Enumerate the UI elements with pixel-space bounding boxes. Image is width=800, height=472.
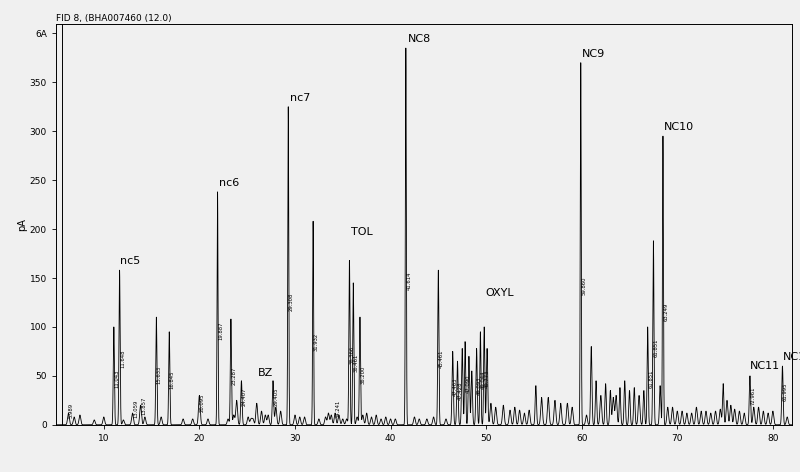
Text: 34.241: 34.241 — [335, 400, 341, 418]
Text: 61.851: 61.851 — [654, 339, 659, 357]
Text: NC11: NC11 — [750, 361, 780, 371]
Text: 61.995: 61.995 — [783, 383, 788, 401]
Text: 36.200: 36.200 — [361, 366, 366, 384]
Text: TOL: TOL — [351, 227, 373, 237]
Text: 41.614: 41.614 — [406, 271, 411, 290]
Text: nc7: nc7 — [290, 93, 310, 103]
Text: 20.095: 20.095 — [200, 393, 205, 412]
Text: 31.932: 31.932 — [314, 332, 318, 351]
Text: 72.961: 72.961 — [750, 386, 755, 405]
Y-axis label: pA: pA — [17, 218, 27, 231]
Text: NC9: NC9 — [582, 49, 605, 59]
Text: 11.648: 11.648 — [120, 349, 125, 368]
Text: 29.405: 29.405 — [274, 388, 278, 406]
Text: 13.059: 13.059 — [133, 400, 138, 418]
Text: NC10: NC10 — [664, 122, 694, 132]
Text: 47.090: 47.090 — [466, 374, 470, 393]
Text: nc5: nc5 — [120, 256, 140, 266]
Text: 15.633: 15.633 — [157, 366, 162, 384]
Text: 61.851: 61.851 — [648, 369, 653, 388]
Text: 47.463: 47.463 — [453, 378, 458, 396]
Text: 29.308: 29.308 — [289, 292, 294, 311]
Text: 36.461: 36.461 — [354, 354, 358, 372]
Text: 16.845: 16.845 — [170, 371, 174, 389]
Text: nc6: nc6 — [219, 178, 240, 188]
Text: FID 8, (BHA007460 (12.0): FID 8, (BHA007460 (12.0) — [56, 14, 172, 23]
Text: 45.461: 45.461 — [439, 349, 444, 368]
Text: OXYL: OXYL — [485, 287, 514, 297]
Text: 63.249: 63.249 — [663, 303, 669, 321]
Text: 36.366: 36.366 — [350, 346, 355, 364]
Text: 11.043: 11.043 — [114, 369, 119, 388]
Text: 5.989: 5.989 — [69, 403, 74, 418]
Text: 49.773: 49.773 — [485, 369, 490, 388]
Text: NC8: NC8 — [408, 34, 431, 44]
Text: BZ: BZ — [258, 368, 273, 378]
Text: 59.860: 59.860 — [582, 277, 586, 295]
Text: 19.887: 19.887 — [218, 322, 223, 340]
Text: 47.428: 47.428 — [458, 381, 463, 400]
Text: 23.287: 23.287 — [231, 366, 236, 385]
Text: 49.093: 49.093 — [477, 377, 482, 395]
Text: 13.857: 13.857 — [141, 396, 146, 415]
Text: NC12: NC12 — [782, 352, 800, 362]
Text: 24.407: 24.407 — [242, 388, 247, 406]
Text: 49.044: 49.044 — [481, 371, 486, 389]
